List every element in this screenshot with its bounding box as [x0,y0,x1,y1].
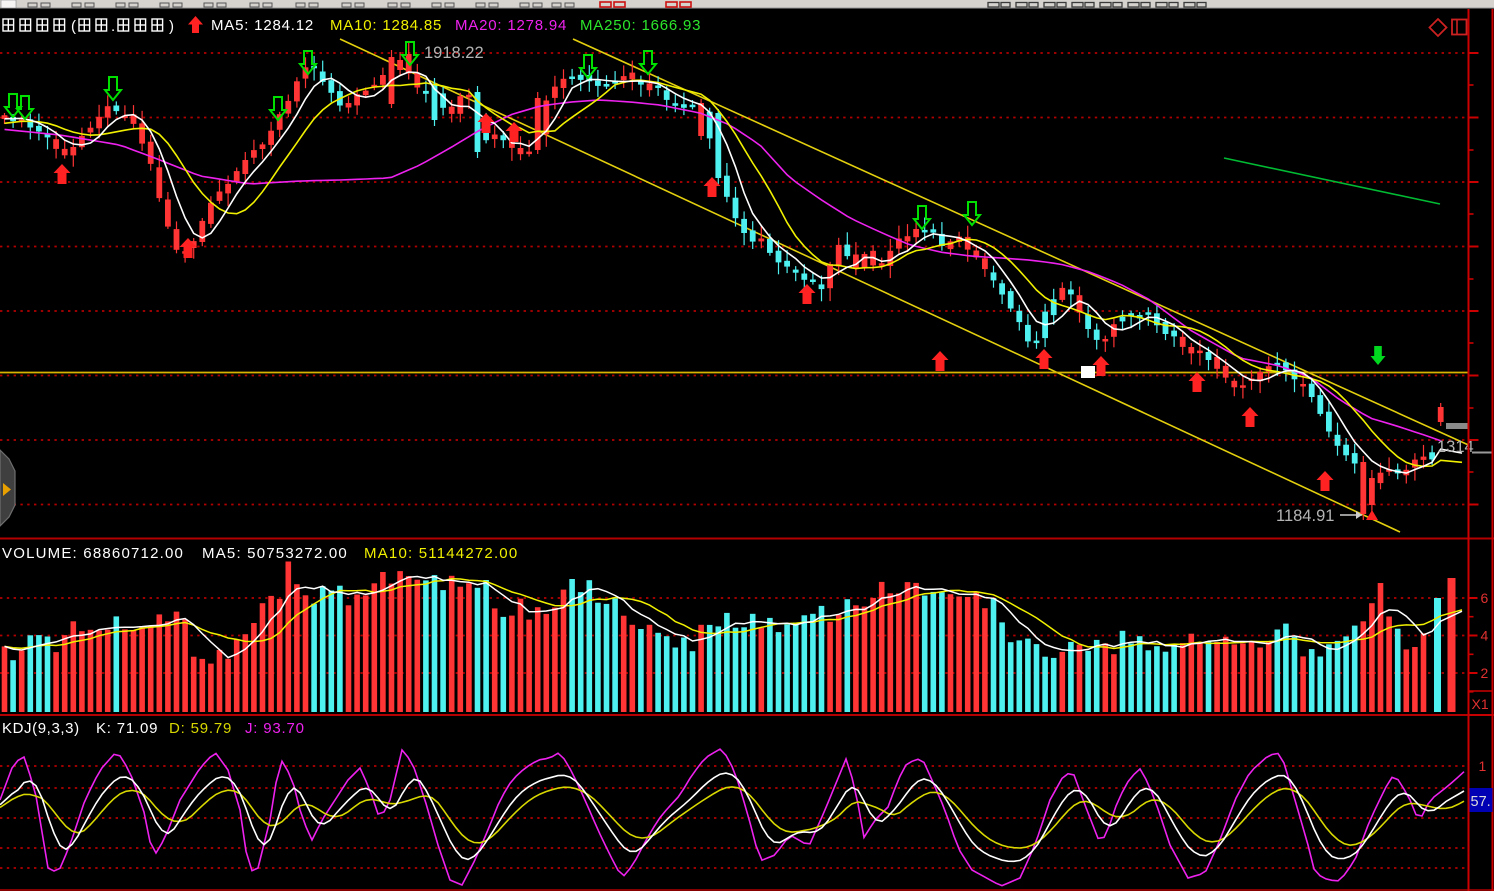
svg-text:K: 71.09: K: 71.09 [96,720,158,737]
svg-text:MA20: 1278.94: MA20: 1278.94 [455,17,567,34]
svg-text:1314: 1314 [1437,438,1474,456]
svg-text:MA5: 50753272.00: MA5: 50753272.00 [202,545,348,562]
svg-text:MA10: 1284.85: MA10: 1284.85 [330,17,442,34]
svg-text:57.: 57. [1471,794,1491,810]
svg-text:VOLUME: 68860712.00: VOLUME: 68860712.00 [2,545,184,562]
svg-text:1918.22: 1918.22 [424,44,484,62]
svg-text:.: . [111,18,115,35]
svg-text:2: 2 [1481,665,1489,681]
svg-text:MA10: 51144272.00: MA10: 51144272.00 [364,545,518,562]
svg-text:1184.91: 1184.91 [1276,507,1334,525]
svg-text:1: 1 [1479,758,1487,774]
svg-text:MA5: 1284.12: MA5: 1284.12 [211,17,314,34]
svg-text:KDJ(9,3,3): KDJ(9,3,3) [2,720,80,737]
svg-text:4: 4 [1481,628,1489,644]
svg-text:): ) [169,18,174,35]
svg-text:D: 59.79: D: 59.79 [169,720,232,737]
svg-text:X1: X1 [1472,696,1489,712]
svg-text:J: 93.70: J: 93.70 [245,720,305,737]
svg-text:6: 6 [1481,590,1489,606]
svg-text:(: ( [71,18,76,35]
svg-text:MA250: 1666.93: MA250: 1666.93 [580,17,701,34]
